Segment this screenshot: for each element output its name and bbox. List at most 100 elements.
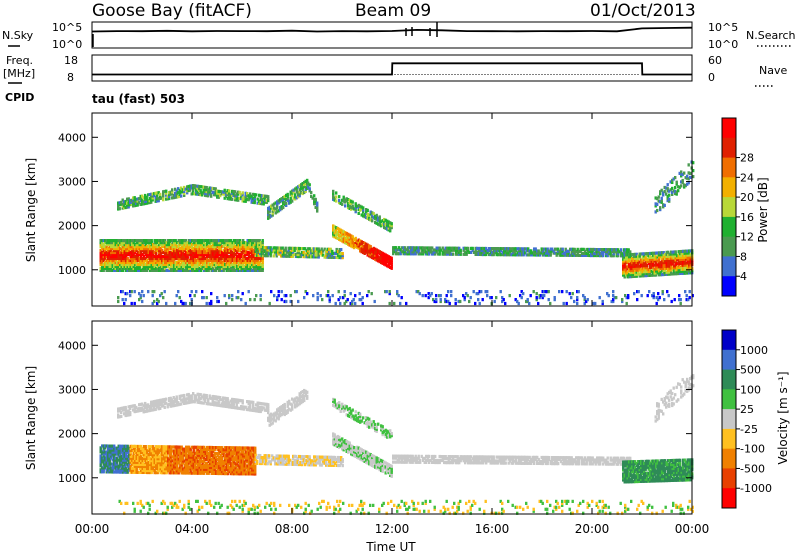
data-cell [117, 260, 120, 265]
data-cell [579, 247, 582, 251]
data-cell [248, 268, 251, 272]
data-cell [328, 251, 331, 255]
data-cell [312, 294, 315, 298]
data-cell [674, 262, 677, 266]
data-cell [609, 248, 612, 252]
data-cell [125, 256, 128, 261]
data-cell [650, 273, 653, 277]
data-cell [365, 248, 368, 252]
data-cell [453, 248, 456, 252]
data-cell [650, 255, 653, 259]
data-cell [361, 296, 364, 300]
data-cell [146, 456, 149, 461]
data-cell [536, 253, 539, 257]
data-cell [146, 468, 149, 473]
data-cell [224, 254, 227, 259]
data-cell [143, 241, 146, 245]
data-cell [160, 196, 163, 200]
data-cell [659, 261, 662, 265]
data-cell [104, 462, 107, 466]
data-cell [237, 252, 240, 257]
data-cell [104, 254, 107, 259]
data-cell [138, 268, 141, 272]
data-cell [137, 470, 140, 474]
data-cell [237, 247, 240, 251]
data-cell [350, 242, 353, 246]
data-cell [252, 262, 255, 267]
data-cell [677, 269, 680, 274]
data-cell [144, 241, 147, 245]
data-cell [248, 243, 251, 247]
data-cell [674, 250, 677, 254]
data-cell [125, 262, 128, 267]
data-cell [289, 196, 292, 200]
data-cell [551, 249, 554, 253]
data-cell [151, 196, 154, 200]
data-cell [126, 268, 129, 272]
data-cell [137, 460, 140, 464]
data-cell [283, 200, 286, 205]
data-cell [600, 254, 603, 258]
data-cell [101, 264, 104, 268]
data-cell [289, 200, 292, 204]
data-cell [366, 243, 369, 247]
data-cell [119, 452, 122, 456]
data-cell [183, 301, 186, 306]
data-cell [107, 247, 110, 251]
data-cell [473, 250, 476, 254]
data-cell [192, 186, 195, 190]
data-cell [213, 241, 216, 245]
y-tick-label: 2000 [58, 220, 86, 233]
data-cell [678, 171, 681, 175]
data-cell [561, 249, 564, 253]
data-cell [579, 253, 582, 257]
nave-dot [481, 74, 483, 75]
data-cell [295, 186, 298, 190]
data-cell [126, 245, 129, 249]
data-cell [164, 239, 167, 243]
data-cell [114, 247, 117, 251]
data-cell [646, 294, 649, 298]
data-cell [354, 301, 357, 306]
data-cell [216, 299, 219, 304]
data-cell [104, 252, 107, 257]
data-cell [113, 252, 116, 257]
data-cell [623, 250, 626, 254]
colorbar-tick-label: 4 [740, 270, 747, 283]
data-cell [104, 466, 107, 470]
data-cell [649, 261, 652, 265]
data-cell [271, 250, 274, 254]
data-cell [102, 458, 105, 462]
data-cell [389, 221, 392, 225]
data-cell [102, 464, 105, 468]
data-cell [210, 192, 213, 196]
data-cell [242, 241, 245, 245]
data-cell [542, 247, 545, 251]
data-cell [656, 208, 659, 213]
data-cell [650, 263, 653, 267]
data-cell [146, 250, 149, 255]
data-cell [134, 260, 137, 265]
data-cell [576, 247, 579, 251]
data-cell [183, 469, 186, 473]
data-cell [659, 251, 662, 255]
data-cell [227, 262, 230, 267]
data-cell [213, 247, 216, 251]
data-cell [186, 463, 189, 467]
data-cell [113, 462, 116, 466]
data-cell [527, 247, 530, 251]
data-cell [665, 192, 668, 196]
data-cell [350, 207, 353, 211]
data-cell [158, 463, 161, 467]
data-cell [150, 451, 153, 455]
data-cell [108, 247, 111, 251]
data-cell [667, 256, 670, 260]
data-cell [540, 251, 543, 255]
data-cell [265, 252, 268, 256]
data-cell [597, 248, 600, 252]
data-cell [392, 250, 395, 254]
data-cell [165, 457, 168, 461]
data-cell [108, 460, 111, 464]
data-cell [254, 251, 257, 255]
data-cell [116, 245, 119, 249]
